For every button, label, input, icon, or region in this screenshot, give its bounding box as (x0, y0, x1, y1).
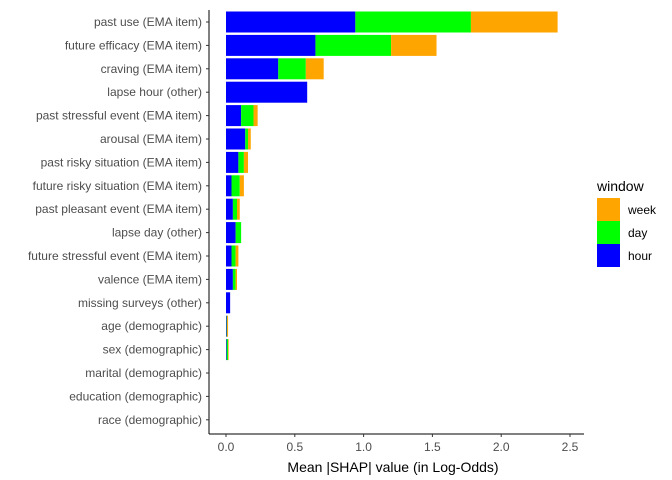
y-tick-label: valence (EMA item) (98, 272, 202, 286)
x-tick-label: 0.5 (286, 440, 303, 454)
x-tick-label: 1.5 (424, 440, 441, 454)
x-axis: 0.0 0.5 1.0 1.5 2.0 2.5 (209, 433, 584, 454)
bar-day-past-use-ema-item (355, 11, 471, 33)
bar-day-age-demographic (226, 315, 228, 337)
y-tick-label: past pleasant event (EMA item) (35, 202, 202, 216)
legend: window week day hour (596, 178, 657, 267)
bar-hour-arousal-ema-item (226, 128, 246, 150)
bar-day-future-efficacy-ema-item (315, 34, 392, 56)
bar-hour-lapse-day-other (226, 222, 236, 244)
bar-hour-missing-surveys-other (226, 292, 231, 314)
bar-hour-past-use-ema-item (226, 11, 356, 33)
y-tick-label: arousal (EMA item) (100, 132, 202, 146)
bar-hour-future-risky-situation-ema-item (226, 175, 232, 197)
y-tick-label: future efficacy (EMA item) (65, 38, 202, 52)
bar-week-sex-demographic (228, 339, 229, 361)
legend-swatch-hour (597, 244, 620, 267)
bar-week-craving-ema-item (305, 58, 324, 80)
bar-hour-past-stressful-event-ema-item (226, 105, 242, 127)
bar-day-arousal-ema-item (245, 128, 249, 150)
bar-day-future-risky-situation-ema-item (231, 175, 240, 197)
bar-week-past-use-ema-item (470, 11, 558, 33)
x-axis-title: Mean |SHAP| value (in Log-Odds) (287, 459, 498, 475)
x-tick-label: 2.5 (562, 440, 579, 454)
bar-hour-sex-demographic (226, 339, 227, 361)
y-tick-label: missing surveys (other) (78, 296, 202, 310)
bar-week-future-stressful-event-ema-item (235, 245, 239, 267)
bar-day-sex-demographic (226, 339, 229, 361)
bar-week-arousal-ema-item (248, 128, 251, 150)
bar-hour-lapse-hour-other (226, 81, 308, 103)
legend-swatch-week (597, 198, 620, 221)
bar-hour-past-risky-situation-ema-item (226, 151, 239, 173)
bar-hour-valence-ema-item (226, 268, 233, 290)
bar-hour-age-demographic (226, 315, 227, 337)
bar-week-past-risky-situation-ema-item (243, 151, 249, 173)
bar-day-future-stressful-event-ema-item (231, 245, 236, 267)
y-tick-label: age (demographic) (101, 319, 202, 333)
bar-hour-craving-ema-item (226, 58, 279, 80)
y-tick-label: future risky situation (EMA item) (33, 179, 202, 193)
x-tick-label: 1.0 (355, 440, 372, 454)
bar-hour-future-efficacy-ema-item (226, 34, 316, 56)
y-tick-label: marital (demographic) (85, 366, 202, 380)
bar-week-future-risky-situation-ema-item (239, 175, 244, 197)
bar-week-valence-ema-item (235, 268, 238, 290)
legend-label-week: week (627, 203, 657, 217)
bar-hour-future-stressful-event-ema-item (226, 245, 232, 267)
bar-day-past-pleasant-event-ema-item (232, 198, 238, 220)
bar-day-valence-ema-item (232, 268, 236, 290)
y-tick-label: future stressful event (EMA item) (28, 249, 202, 263)
y-axis: past use (EMA item) future efficacy (EMA … (28, 10, 210, 434)
y-tick-label: education (demographic) (69, 389, 202, 403)
y-tick-label: race (demographic) (98, 413, 202, 427)
bars-layer (226, 11, 558, 361)
x-tick-label: 2.0 (493, 440, 510, 454)
bar-week-future-efficacy-ema-item (391, 34, 437, 56)
bar-hour-past-pleasant-event-ema-item (226, 198, 233, 220)
bar-day-past-stressful-event-ema-item (241, 105, 254, 127)
legend-label-hour: hour (628, 249, 652, 263)
bar-day-craving-ema-item (278, 58, 306, 80)
legend-title: window (596, 178, 645, 194)
bar-week-past-stressful-event-ema-item (253, 105, 258, 127)
x-tick-label: 0.0 (218, 440, 235, 454)
bar-day-past-risky-situation-ema-item (238, 151, 244, 173)
y-tick-label: past use (EMA item) (94, 15, 202, 29)
bar-week-age-demographic (227, 315, 229, 337)
y-tick-label: craving (EMA item) (101, 62, 202, 76)
y-tick-label: sex (demographic) (103, 343, 202, 357)
y-tick-label: lapse hour (other) (107, 85, 202, 99)
bar-day-lapse-day-other (235, 222, 242, 244)
legend-label-day: day (628, 226, 647, 240)
legend-swatch-day (597, 221, 620, 244)
bar-week-past-pleasant-event-ema-item (237, 198, 240, 220)
y-tick-label: past risky situation (EMA item) (41, 155, 202, 169)
y-tick-label: past stressful event (EMA item) (36, 109, 202, 123)
y-tick-label: lapse day (other) (112, 226, 202, 240)
